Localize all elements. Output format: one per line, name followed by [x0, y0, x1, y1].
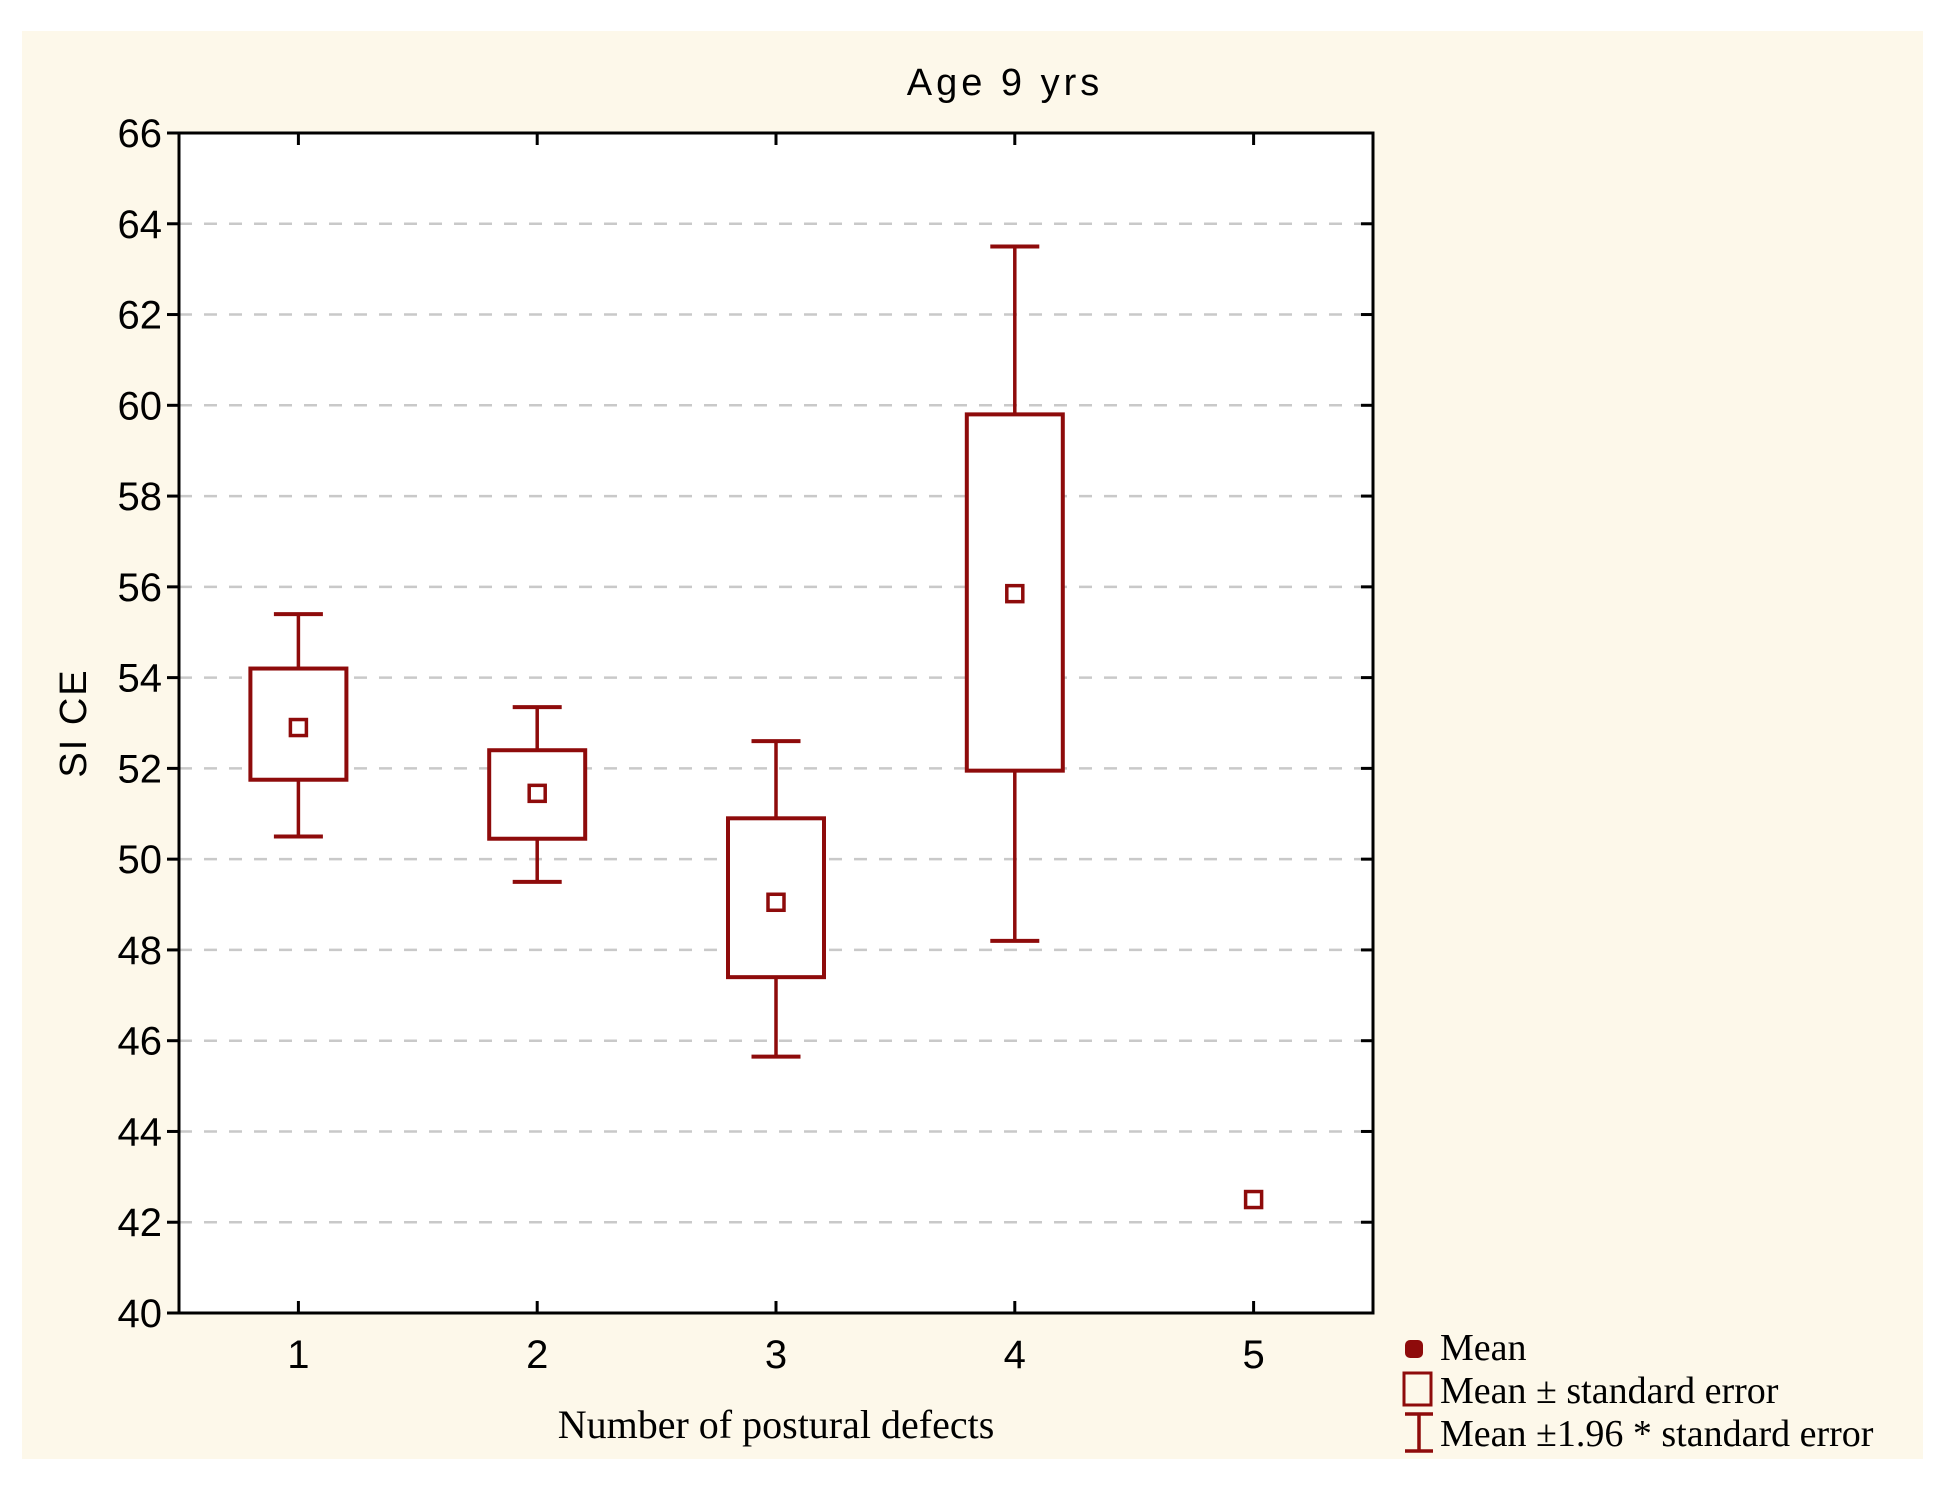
y-tick-label-60: 60	[118, 384, 163, 428]
x-tick-label-2: 2	[526, 1333, 548, 1377]
mean-marker	[766, 892, 786, 913]
legend-ci-whisker-icon	[1405, 1412, 1433, 1453]
x-tick-label-4: 4	[1004, 1333, 1026, 1377]
category-3-series	[726, 739, 826, 1059]
std-error-box	[248, 666, 349, 782]
std-error-box	[964, 412, 1065, 773]
x-tick-label-3: 3	[765, 1333, 787, 1377]
plot-area-background	[179, 133, 1373, 1313]
y-tick-label-50: 50	[118, 838, 163, 882]
axes	[167, 131, 1375, 1315]
legend-mean-point-icon	[1405, 1340, 1423, 1358]
category-4-series	[964, 244, 1065, 943]
box-whisker-series	[248, 244, 1264, 1210]
y-tick-label-62: 62	[118, 294, 163, 338]
y-tick-label-64: 64	[118, 203, 163, 247]
y-tick-label-58: 58	[118, 475, 163, 519]
mean-marker	[288, 717, 309, 738]
mean-marker	[1243, 1189, 1264, 1210]
y-tick-label-40: 40	[118, 1292, 163, 1336]
legend-ci-label: Mean ±1.96 * standard error	[1440, 1413, 1874, 1455]
legend: Mean Mean ± standard error Mean ±1.96 * …	[1402, 1327, 1874, 1455]
x-tick-label-1: 1	[287, 1333, 309, 1377]
x-tick-label-5: 5	[1242, 1333, 1264, 1377]
chart-title: Age 9 yrs	[907, 62, 1104, 104]
category-1-series	[248, 612, 349, 839]
mean-marker	[527, 783, 547, 804]
x-axis-label: Number of postural defects	[558, 1402, 995, 1447]
category-2-series	[487, 705, 588, 884]
legend-mean-label: Mean	[1440, 1327, 1527, 1369]
y-tick-label-52: 52	[118, 747, 163, 791]
y-axis-label: SI CE	[53, 668, 95, 777]
y-tick-label-54: 54	[118, 657, 163, 701]
mean-marker	[1005, 583, 1025, 604]
plot-area	[179, 133, 1373, 1313]
y-tick-label-46: 46	[118, 1020, 163, 1064]
y-tick-label-66: 66	[118, 112, 163, 156]
tick-labels: 66 64 62 60 58 56 54 52 50 48 46 44 42 40 1 2 3 4 5	[118, 112, 1265, 1377]
category-5-series	[1243, 1189, 1264, 1210]
y-tick-label-48: 48	[118, 929, 163, 973]
y-tick-label-42: 42	[118, 1201, 163, 1245]
y-tick-label-56: 56	[118, 566, 163, 610]
y-tick-label-44: 44	[118, 1110, 163, 1154]
legend-std-error-label: Mean ± standard error	[1440, 1370, 1779, 1412]
legend-std-error-box-icon	[1402, 1371, 1433, 1407]
